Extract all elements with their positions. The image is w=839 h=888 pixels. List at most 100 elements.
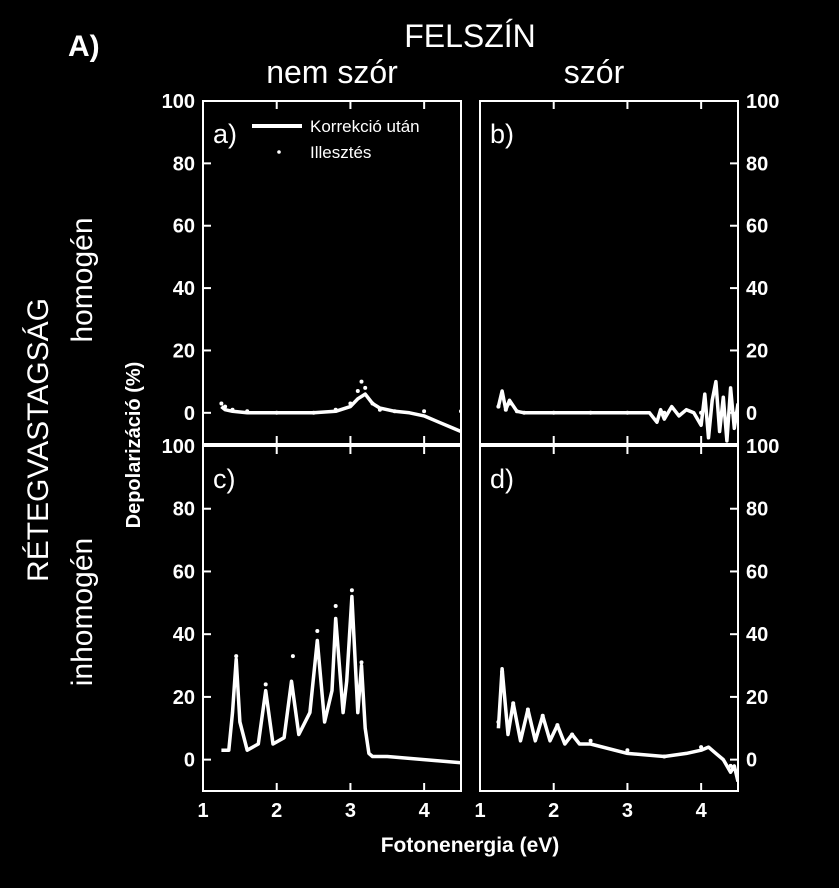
y-tick-label: 60: [173, 216, 195, 238]
series-point-illesztes: [570, 732, 575, 737]
series-point-illesztes: [555, 723, 560, 728]
y-tick-label: 100: [162, 436, 195, 458]
series-point-illesztes: [234, 654, 239, 659]
series-point-illesztes: [359, 379, 364, 384]
series-point-illesztes: [348, 401, 353, 406]
series-point-illesztes: [496, 404, 501, 409]
x-tick-label: 1: [197, 800, 208, 822]
legend: Korrekció után Illesztés: [252, 117, 420, 162]
series-point-illesztes: [736, 410, 738, 415]
series-point-illesztes: [728, 763, 733, 768]
series-line-korrekcio: [496, 379, 738, 443]
panel-data: [496, 379, 738, 443]
series-point-illesztes: [540, 713, 545, 718]
x-tick-label: 2: [548, 800, 559, 822]
panel-label: a): [213, 119, 237, 149]
series-point-illesztes: [370, 401, 375, 406]
series-point-illesztes: [359, 660, 364, 665]
series-point-illesztes: [422, 409, 427, 414]
panel-d: d) 0 20 40 60 80 100 1 2 3 4: [474, 436, 779, 822]
panel-c: c) 0 20 40 60 80 100 1 2 3 4: [162, 436, 462, 822]
series-point-illesztes: [625, 748, 630, 753]
panel-data: [221, 588, 461, 765]
y-tick-label: 80: [746, 499, 768, 521]
panel-label: c): [213, 464, 236, 494]
series-point-illesztes: [525, 707, 530, 712]
y-tick-label: 100: [746, 436, 779, 458]
series-point-illesztes: [500, 669, 505, 674]
y-tick-label: 40: [746, 624, 768, 646]
series-point-illesztes: [511, 701, 516, 706]
series-point-illesztes: [290, 654, 295, 659]
y-tick-label: 20: [173, 340, 195, 362]
x-tick-label: 1: [474, 800, 485, 822]
panel-b: b) 0 20 40 60 80 100: [479, 91, 779, 445]
x-tick-label: 3: [622, 800, 633, 822]
legend-dots-swatch: [277, 150, 281, 154]
panel-label: b): [490, 119, 514, 149]
series-point-illesztes: [333, 604, 338, 608]
series-point-illesztes: [662, 754, 667, 759]
series-point-illesztes: [219, 401, 224, 406]
y-tick-label: 0: [746, 750, 757, 772]
series-point-illesztes: [522, 410, 527, 415]
y-tick-label: 20: [746, 340, 768, 362]
series-point-illesztes: [245, 409, 250, 414]
series-point-illesztes: [625, 410, 630, 415]
series-point-illesztes: [551, 410, 556, 415]
y-axis-label: Depolarizáció (%): [123, 362, 145, 529]
y-tick-label: 80: [173, 153, 195, 175]
y-tick-label: 80: [173, 499, 195, 521]
panel-frame: [202, 100, 462, 445]
series-point-illesztes: [662, 410, 667, 415]
series-point-illesztes: [311, 410, 316, 415]
series-point-illesztes: [507, 401, 512, 406]
row-group-title: RÉTEGVASTAGSÁG: [22, 298, 55, 582]
y-tick-label: 60: [746, 561, 768, 583]
y-tick-label: 0: [746, 403, 757, 425]
series-point-illesztes: [496, 720, 501, 724]
panel-data: [219, 379, 461, 434]
x-axis-label: Fotonenergia (eV): [381, 834, 560, 857]
series-point-illesztes: [355, 389, 360, 393]
series-point-illesztes: [699, 745, 704, 750]
legend-dots-label: Illesztés: [310, 143, 371, 162]
y-tick-label: 20: [746, 687, 768, 709]
y-tick-label: 40: [173, 278, 195, 300]
column-title-szor: szór: [564, 54, 625, 90]
y-tick-label: 60: [173, 561, 195, 583]
series-point-illesztes: [503, 407, 508, 412]
series-point-illesztes: [223, 404, 228, 409]
row-title-homogen: homogén: [66, 217, 99, 342]
panel-frame: [479, 445, 739, 792]
column-group-title: FELSZÍN: [404, 18, 536, 54]
y-tick-label: 40: [173, 624, 195, 646]
series-point-illesztes: [349, 588, 354, 593]
x-tick-label: 4: [419, 800, 431, 822]
series-point-illesztes: [333, 407, 338, 412]
series-point-illesztes: [699, 410, 704, 415]
y-tick-label: 80: [746, 153, 768, 175]
series-point-illesztes: [274, 410, 279, 415]
x-tick-label: 4: [696, 800, 708, 822]
series-point-illesztes: [230, 407, 235, 412]
x-tick-label: 2: [271, 800, 282, 822]
series-point-illesztes: [588, 410, 593, 415]
y-tick-label: 60: [746, 216, 768, 238]
series-point-illesztes: [377, 407, 382, 412]
series-point-illesztes: [363, 385, 368, 390]
series-point-illesztes: [500, 392, 505, 397]
y-tick-label: 0: [184, 403, 195, 425]
column-title-nem-szor: nem szór: [266, 54, 398, 90]
series-point-illesztes: [263, 682, 268, 687]
y-tick-label: 40: [746, 278, 768, 300]
y-tick-label: 100: [162, 91, 195, 113]
series-point-illesztes: [392, 409, 397, 414]
series-line-korrekcio: [496, 666, 738, 783]
panel-label: d): [490, 464, 514, 494]
y-tick-label: 20: [173, 687, 195, 709]
legend-line-label: Korrekció után: [310, 117, 420, 136]
panel-a: a) 0 20 40 60 80 100: [162, 91, 462, 445]
y-tick-label: 0: [184, 750, 195, 772]
x-tick-label: 3: [345, 800, 356, 822]
